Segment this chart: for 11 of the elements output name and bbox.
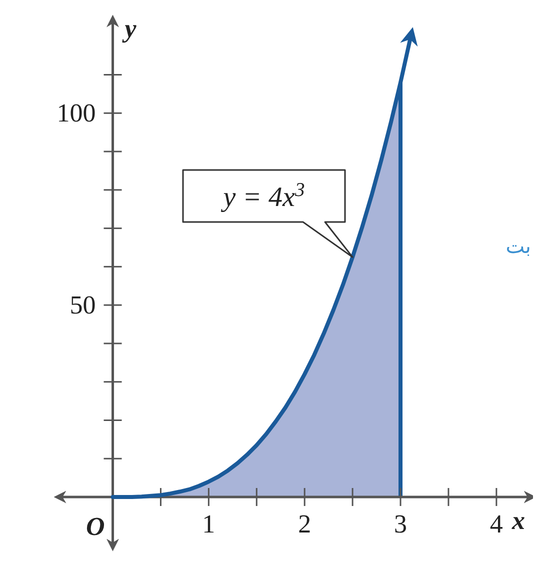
annotation: y = 4x$^{3}$ — [220, 180, 305, 213]
annotation: بت — [506, 234, 531, 258]
x-tick-label: 4 — [490, 509, 503, 538]
y-tick-label: 50 — [70, 290, 96, 320]
annotation: O — [86, 512, 105, 542]
y-tick-label: 100 — [56, 98, 96, 128]
x-tick-label: 2 — [298, 509, 312, 538]
x-axis-title: x — [511, 506, 525, 536]
x-tick-label: 3 — [394, 509, 408, 538]
x-tick-label: 1 — [202, 509, 216, 538]
y-axis-title: y — [122, 14, 137, 43]
